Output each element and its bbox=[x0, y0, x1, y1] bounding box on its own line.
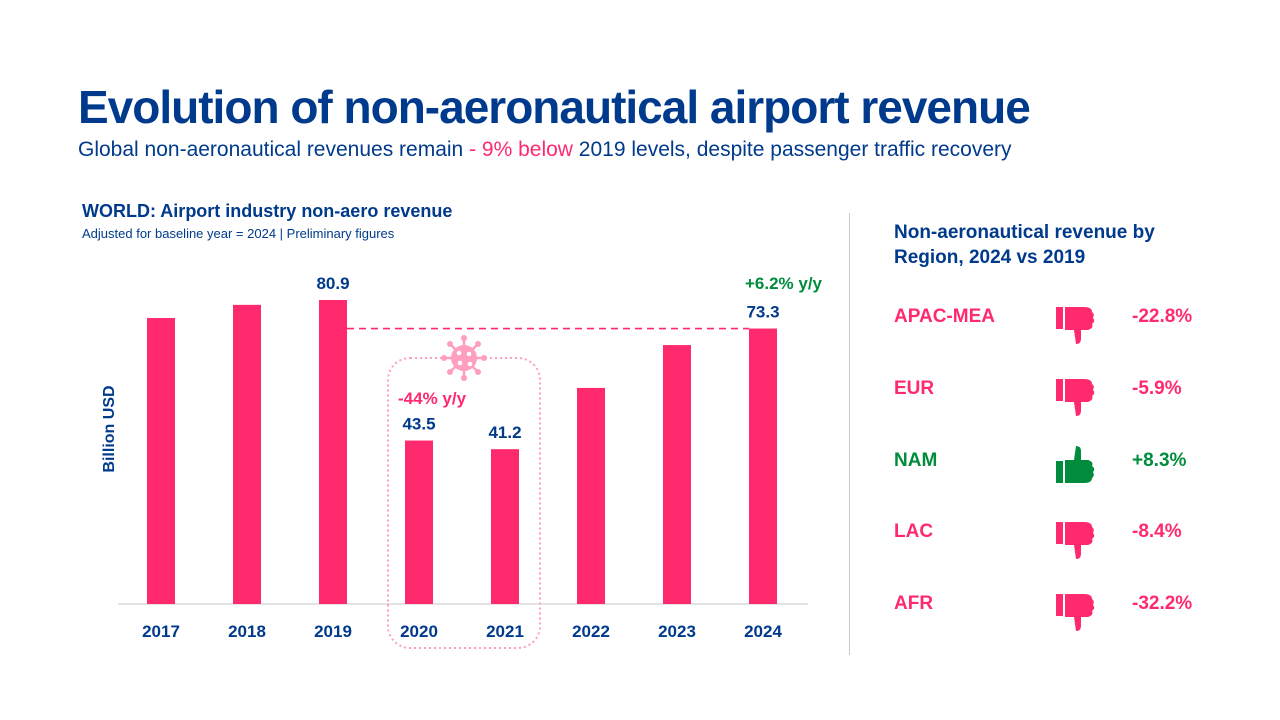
bar-2023 bbox=[663, 345, 691, 604]
latest-change-annotation: +6.2% y/y bbox=[745, 274, 823, 293]
page-subtitle: Global non-aeronautical revenues remain … bbox=[78, 138, 1012, 162]
covid-change-annotation: -44% y/y bbox=[398, 389, 467, 408]
region-value: -22.8% bbox=[1132, 306, 1193, 327]
thumbs-up-icon bbox=[1056, 446, 1095, 483]
subtitle-text: Global non-aeronautical revenues remain bbox=[78, 138, 470, 161]
data-label-2019: 80.9 bbox=[316, 274, 349, 293]
region-value: +8.3% bbox=[1132, 450, 1187, 471]
region-label: EUR bbox=[894, 378, 935, 399]
data-label-2021: 41.2 bbox=[488, 423, 521, 442]
bar-2017 bbox=[147, 318, 175, 604]
x-tick-label: 2018 bbox=[228, 622, 266, 641]
bar-chart: -44% y/y +6.2% y/y 2017 2018 2019 80.9 2020 4… bbox=[118, 274, 823, 649]
covid-period-highlight bbox=[387, 357, 541, 649]
chart-title: WORLD: Airport industry non-aero revenue bbox=[82, 201, 453, 221]
thumbs-down-icon bbox=[1056, 379, 1095, 416]
x-tick-label: 2021 bbox=[486, 622, 524, 641]
x-tick-label: 2020 bbox=[400, 622, 438, 641]
region-label: LAC bbox=[894, 521, 934, 542]
page-title: Evolution of non-aeronautical airport re… bbox=[78, 81, 1031, 133]
region-row: APAC-MEA -22.8% bbox=[894, 302, 1224, 344]
thumbs-down-icon bbox=[1056, 307, 1095, 344]
bar-2019 bbox=[319, 299, 347, 604]
panel-divider bbox=[849, 213, 850, 655]
bar-2020 bbox=[405, 440, 433, 604]
bar-2024 bbox=[749, 328, 777, 604]
region-value: -32.2% bbox=[1132, 593, 1193, 614]
region-row: LAC -8.4% bbox=[894, 517, 1224, 559]
region-row: AFR -32.2% bbox=[894, 589, 1224, 631]
thumbs-down-icon bbox=[1056, 522, 1095, 559]
data-label-2024: 73.3 bbox=[746, 303, 779, 322]
region-label: APAC-MEA bbox=[894, 306, 995, 327]
region-row: NAM +8.3% bbox=[894, 446, 1224, 483]
bar-2018 bbox=[233, 304, 261, 604]
x-tick-label: 2022 bbox=[572, 622, 610, 641]
bar-2021 bbox=[491, 449, 519, 604]
bar-2022 bbox=[577, 387, 605, 604]
x-tick-label: 2019 bbox=[314, 622, 352, 641]
subtitle-text-end: 2019 levels, despite passenger traffic r… bbox=[572, 138, 1012, 161]
subtitle-highlight: - 9% below bbox=[469, 138, 573, 161]
x-tick-label: 2023 bbox=[658, 622, 696, 641]
virus-icon bbox=[441, 335, 487, 381]
x-tick-label: 2017 bbox=[142, 622, 180, 641]
region-label: NAM bbox=[894, 450, 938, 471]
region-value: -8.4% bbox=[1132, 521, 1182, 542]
region-row: EUR -5.9% bbox=[894, 374, 1224, 416]
data-label-2020: 43.5 bbox=[402, 415, 435, 434]
thumbs-down-icon bbox=[1056, 594, 1095, 631]
region-value: -5.9% bbox=[1132, 378, 1182, 399]
region-panel-title: Non-aeronautical revenue by Region, 2024… bbox=[894, 222, 1155, 268]
chart-subtitle: Adjusted for baseline year = 2024 | Prel… bbox=[82, 226, 395, 241]
x-tick-label: 2024 bbox=[744, 622, 782, 641]
region-label: AFR bbox=[894, 593, 934, 614]
